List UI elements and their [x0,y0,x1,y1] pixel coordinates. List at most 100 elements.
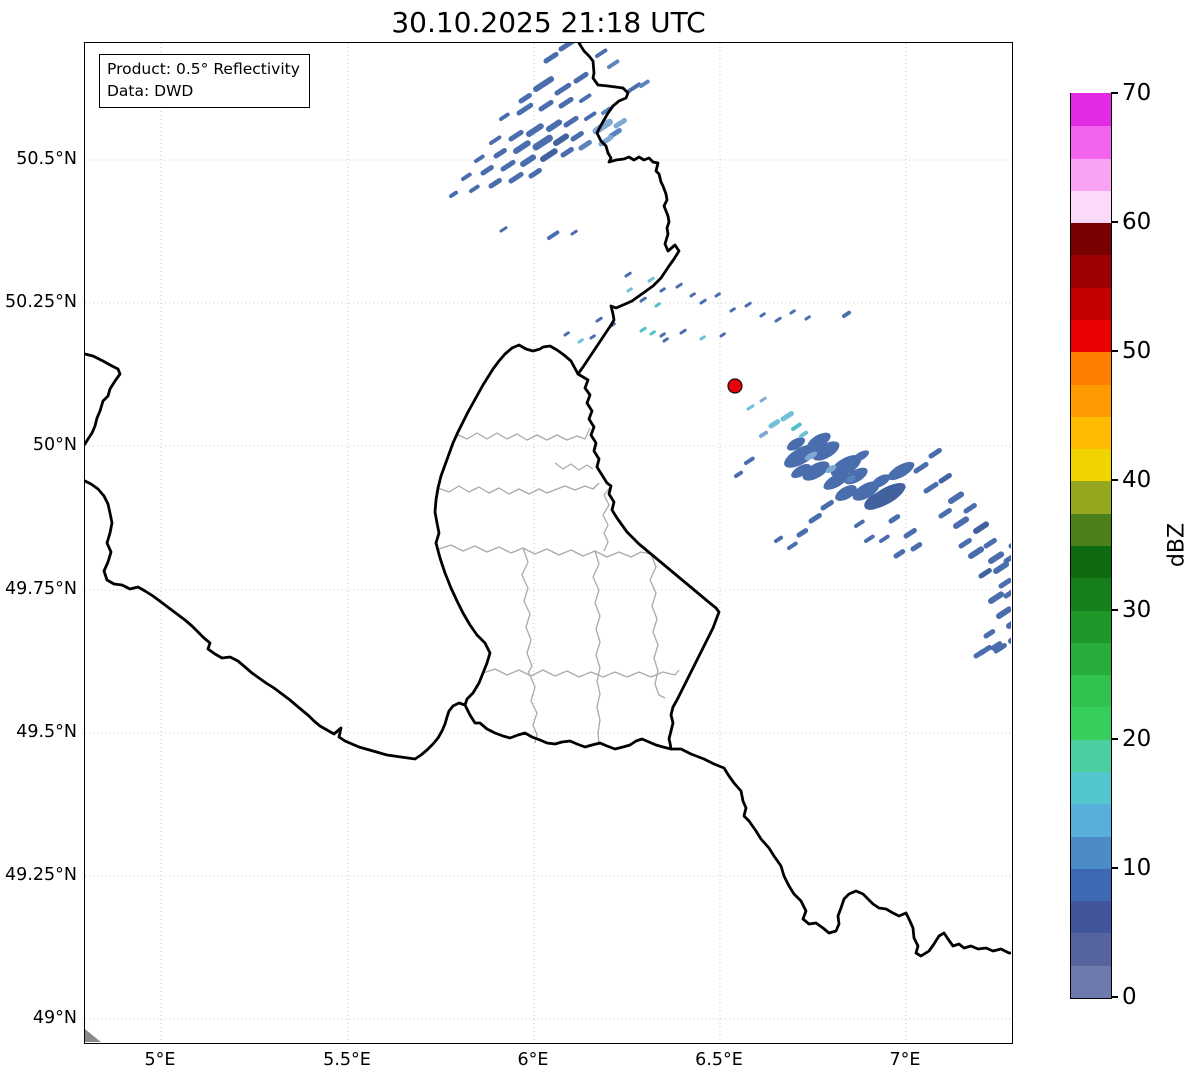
reflectivity-dash [938,473,952,484]
gridlines [85,43,1011,1042]
reflectivity-blob [866,483,906,509]
reflectivity-dash [978,645,992,656]
canton-border-line [455,427,591,441]
reflectivity-dash [820,500,834,511]
reflectivity-dash [729,307,736,313]
reflectivity-dash [719,332,726,338]
reflectivity-dash [558,96,574,109]
reflectivity-dash [659,332,666,338]
colorbar [1070,93,1112,999]
reflectivity-dash [577,338,584,344]
reflectivity-blob [825,465,837,473]
colorbar-segment [1071,771,1111,805]
reflectivity-dash [608,128,622,139]
map-corner-wedge [85,1029,101,1042]
reflectivity-dash [854,519,865,528]
y-tick-label: 49°N [32,1008,77,1028]
reflectivity-dash [759,312,766,318]
reflectivity-dash [513,140,531,154]
reflectivity-blob [812,441,840,461]
reflectivity-dash [560,147,574,158]
reflectivity-dash [888,514,901,524]
reflectivity-dash [589,334,596,340]
reflectivity-dash [508,129,524,142]
reflectivity-dash [649,330,656,336]
colorbar-tick-label: 10 [1122,854,1152,881]
colorbar-segment [1071,674,1111,708]
reflectivity-blob [871,474,891,488]
reflectivity-dash [963,503,977,514]
reflectivity-dash [789,309,796,315]
reflectivity-dash [993,643,1007,654]
colorbar-tick-label: 0 [1122,984,1137,1010]
colorbar-segment [1071,739,1111,772]
colorbar-tick [1111,737,1118,740]
colorbar-segment [1071,416,1111,450]
x-tick-label: 6°E [517,1050,549,1070]
reflectivity-dash [489,135,502,145]
reflectivity-dash [659,287,666,293]
reflectivity-dash [558,43,575,52]
map-plot-area [84,42,1013,1044]
reflectivity-dash [988,551,1005,564]
reflectivity-dash [584,111,597,121]
reflectivity-dash [879,534,890,543]
colorbar-segment [1071,351,1111,385]
colorbar-segment [1071,868,1111,902]
reflectivity-dash [595,316,603,323]
reflectivity-dash [893,549,906,559]
colorbar-tick [1111,479,1118,482]
reflectivity-blob [786,437,806,451]
reflectivity-dash [500,159,516,172]
product-label: Product: 0.5° Reflectivity [107,60,300,78]
colorbar-segment [1071,609,1111,643]
reflectivity-dash [774,535,784,543]
colorbar-segment [1071,190,1111,224]
colorbar-tick-label: 20 [1122,725,1152,752]
reflectivity-dash [449,190,459,198]
radar-site-marker [727,378,743,394]
colorbar-segment [1071,577,1111,611]
reflectivity-dash [973,521,990,534]
canton-border-line [437,482,600,495]
colorbar-tick [1111,350,1118,353]
reflectivity-dash [958,538,972,549]
reflectivity-dash [474,154,485,163]
reflectivity-dash [978,568,992,579]
reflectivity-dash [540,148,558,162]
reflectivity-dash [774,316,782,323]
reflectivity-dash [913,461,929,474]
reflectivity-blob [784,444,818,468]
reflectivity-dash [607,59,620,69]
reflectivity-blob [804,451,818,461]
reflectivity-dash [744,456,755,465]
colorbar-segment [1071,480,1111,514]
reflectivity-dash [983,538,997,549]
x-tick-label: 6.5°E [695,1050,743,1070]
reflectivity-dash [573,71,589,84]
reflectivity-dash [554,82,572,96]
reflectivity-dash [516,102,534,116]
reflectivity-dash [579,93,592,103]
reflectivity-blob [846,475,856,483]
colorbar-tick-label: 60 [1122,209,1152,236]
reflectivity-dash [546,119,563,132]
reflectivity-dash [928,448,942,459]
canton-border-line [528,672,538,744]
reflectivity-dash [864,534,875,543]
figure-title: 30.10.2025 21:18 UTC [391,6,706,39]
reflectivity-dash [480,165,494,176]
colorbar-segment [1071,383,1111,417]
reflectivity-dash [518,93,532,104]
reflectivity-dash [499,226,508,233]
canton-border-line [649,553,666,699]
map-canvas [85,43,1011,1042]
reflectivity-dash [595,48,608,58]
reflectivity-dash [499,112,510,121]
reflectivity-dash [488,178,502,189]
colorbar-segment [1071,900,1111,934]
reflectivity-blob [835,485,857,501]
x-tick-label: 5°E [144,1050,176,1070]
reflectivity-dash [714,292,721,298]
reflectivity-dash [1006,621,1011,629]
